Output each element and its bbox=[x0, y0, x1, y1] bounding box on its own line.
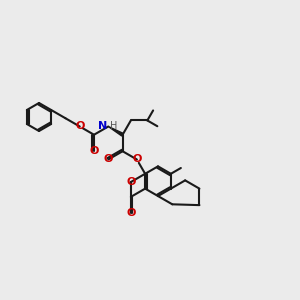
Polygon shape bbox=[108, 127, 123, 136]
Text: O: O bbox=[126, 208, 136, 218]
Text: O: O bbox=[132, 154, 142, 164]
Text: O: O bbox=[103, 154, 113, 164]
Text: N: N bbox=[98, 122, 107, 131]
Text: H: H bbox=[110, 122, 117, 131]
Text: O: O bbox=[126, 177, 136, 187]
Text: O: O bbox=[89, 146, 99, 156]
Text: O: O bbox=[75, 122, 84, 131]
